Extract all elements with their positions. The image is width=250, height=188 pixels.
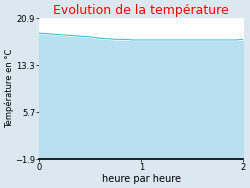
Y-axis label: Température en °C: Température en °C xyxy=(4,49,14,128)
Title: Evolution de la température: Evolution de la température xyxy=(54,4,229,17)
X-axis label: heure par heure: heure par heure xyxy=(102,174,181,184)
